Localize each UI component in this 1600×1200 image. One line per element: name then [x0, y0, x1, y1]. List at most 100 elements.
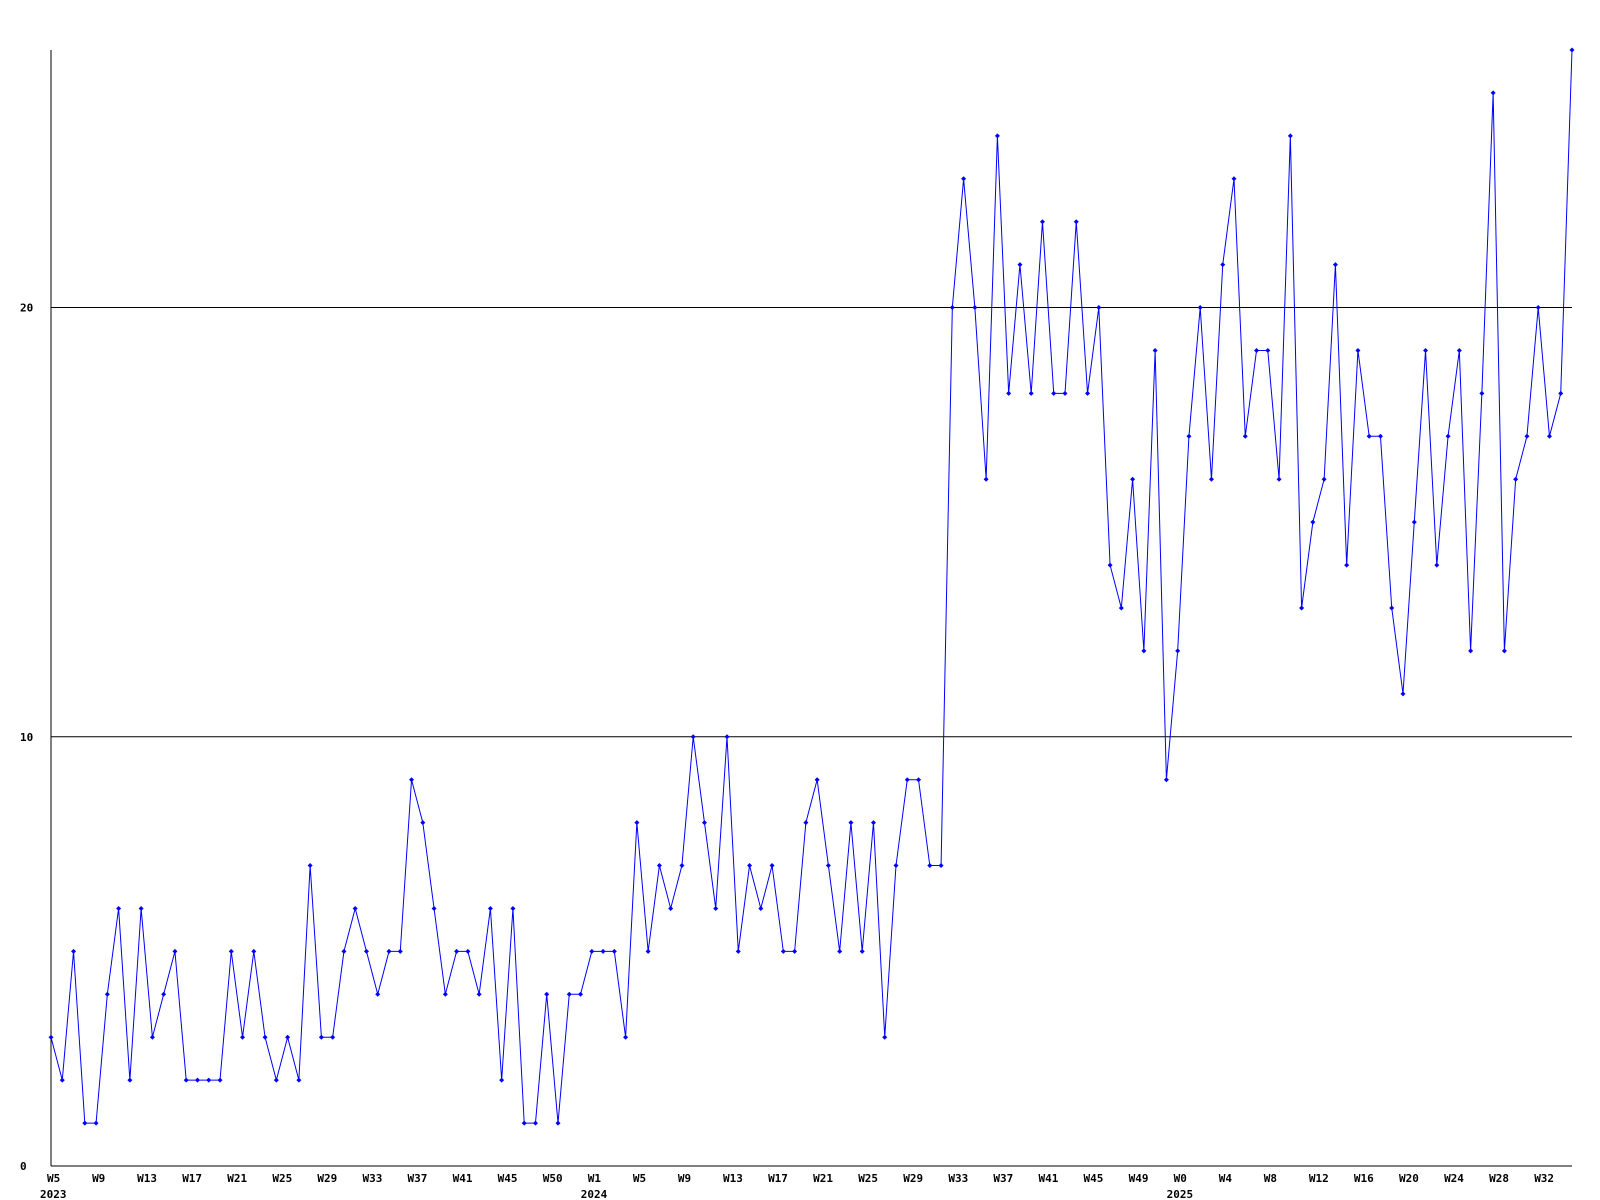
data-point	[803, 820, 809, 826]
data-point	[1456, 347, 1462, 353]
data-point	[916, 777, 922, 783]
data-point	[307, 863, 313, 869]
data-point	[172, 948, 178, 954]
data-point	[1558, 390, 1564, 396]
x-tick-label: W12	[1309, 1172, 1329, 1185]
data-point	[769, 863, 775, 869]
x-tick-label: W9	[678, 1172, 691, 1185]
data-point	[600, 948, 606, 954]
data-point	[442, 991, 448, 997]
data-point	[1332, 262, 1338, 268]
data-point	[1490, 90, 1496, 96]
year-label: 2023	[40, 1188, 67, 1200]
data-point	[1321, 476, 1327, 482]
data-point	[859, 948, 865, 954]
data-point	[82, 1120, 88, 1126]
data-point	[1265, 347, 1271, 353]
data-point	[1344, 562, 1350, 568]
data-point	[870, 820, 876, 826]
data-point	[1434, 562, 1440, 568]
data-point	[1163, 777, 1169, 783]
data-point	[1569, 47, 1575, 53]
data-point	[1355, 347, 1361, 353]
data-point	[1535, 305, 1541, 311]
y-tick-label: 20	[20, 302, 33, 315]
data-point	[634, 820, 640, 826]
data-point	[611, 948, 617, 954]
data-point	[127, 1077, 133, 1083]
data-point	[431, 905, 437, 911]
x-tick-label: W13	[723, 1172, 743, 1185]
data-point	[1524, 433, 1530, 439]
data-point	[1287, 133, 1293, 139]
x-tick-label: W5	[47, 1172, 60, 1185]
data-point	[848, 820, 854, 826]
year-label: 2025	[1167, 1188, 1194, 1200]
data-point	[668, 905, 674, 911]
data-point	[273, 1077, 279, 1083]
data-point	[1186, 433, 1192, 439]
data-point	[71, 948, 77, 954]
data-point	[1501, 648, 1507, 654]
data-point	[1141, 648, 1147, 654]
data-point	[330, 1034, 336, 1040]
x-tick-label: W4	[1219, 1172, 1233, 1185]
data-point	[578, 991, 584, 997]
data-point	[48, 1034, 54, 1040]
x-tick-label: W1	[588, 1172, 602, 1185]
data-point	[262, 1034, 268, 1040]
data-point	[1096, 305, 1102, 311]
data-point	[454, 948, 460, 954]
data-point	[1299, 605, 1305, 611]
data-point	[217, 1077, 223, 1083]
data-point	[1377, 433, 1383, 439]
data-point	[465, 948, 471, 954]
data-point	[116, 905, 122, 911]
data-point	[161, 991, 167, 997]
x-tick-label: W50	[543, 1172, 563, 1185]
data-point	[566, 991, 572, 997]
x-tick-label: W21	[227, 1172, 247, 1185]
data-point	[758, 905, 764, 911]
data-point	[296, 1077, 302, 1083]
x-tick-label: W37	[408, 1172, 428, 1185]
data-point	[927, 863, 933, 869]
data-point	[893, 863, 899, 869]
data-point	[555, 1120, 561, 1126]
data-point	[487, 905, 493, 911]
data-point	[1006, 390, 1012, 396]
x-tick-label: W28	[1489, 1172, 1509, 1185]
data-point	[59, 1077, 65, 1083]
x-tick-label: W33	[948, 1172, 968, 1185]
data-point	[544, 991, 550, 997]
data-point	[713, 905, 719, 911]
data-point	[1276, 476, 1282, 482]
data-point	[341, 948, 347, 954]
data-point	[375, 991, 381, 997]
data-point	[499, 1077, 505, 1083]
data-point	[521, 1120, 527, 1126]
x-tick-label: W0	[1174, 1172, 1187, 1185]
data-point	[1468, 648, 1474, 654]
data-point	[363, 948, 369, 954]
x-tick-label: W29	[903, 1172, 923, 1185]
data-point	[1107, 562, 1113, 568]
data-point	[1062, 390, 1068, 396]
x-tick-label: W13	[137, 1172, 157, 1185]
data-point	[1513, 476, 1519, 482]
data-point	[1175, 648, 1181, 654]
series-line	[50, 49, 1573, 1124]
data-point	[1242, 433, 1248, 439]
x-tick-label: W24	[1444, 1172, 1464, 1185]
data-point	[397, 948, 403, 954]
data-point	[780, 948, 786, 954]
data-point	[1073, 219, 1079, 225]
data-point	[1017, 262, 1023, 268]
x-tick-label: W20	[1399, 1172, 1419, 1185]
y-tick-label: 0	[20, 1160, 27, 1173]
x-tick-label: W16	[1354, 1172, 1374, 1185]
x-tick-label: W49	[1129, 1172, 1149, 1185]
data-point	[1254, 347, 1260, 353]
